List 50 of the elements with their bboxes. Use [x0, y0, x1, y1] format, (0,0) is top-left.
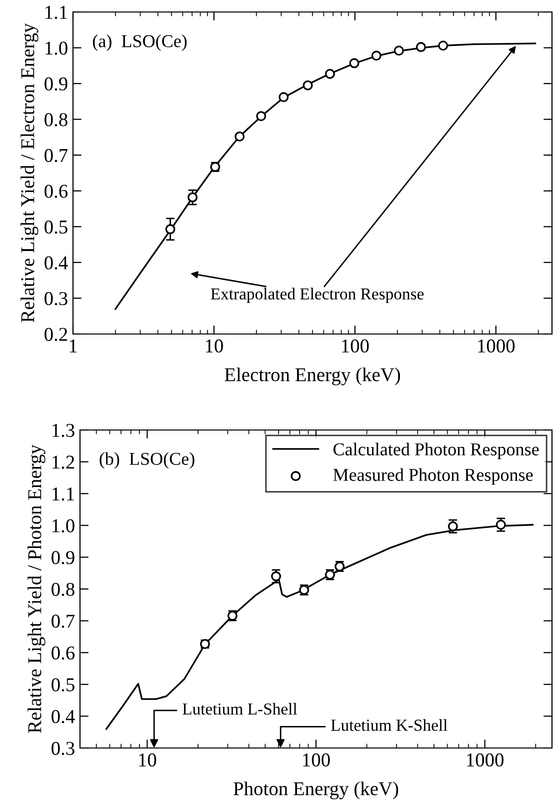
text: (a) LSO(Ce)	[92, 34, 187, 51]
x-tick-label: 100	[303, 753, 330, 767]
point	[256, 111, 266, 122]
annotation: Extrapolated Electron Response	[210, 288, 424, 303]
x-tick-label: 10	[139, 753, 156, 767]
y-tick-label: 1.0	[46, 42, 68, 55]
x-tick-label: 1000	[467, 753, 504, 767]
y-tick-label: 0.5	[44, 220, 68, 234]
y-tick-label: 0.9	[52, 551, 74, 564]
x-tick-label: 1000	[478, 339, 515, 353]
x-axis-title: Electron Energy (keV)	[224, 368, 400, 386]
point	[324, 68, 335, 79]
x-tick-label: 10	[206, 339, 223, 353]
y-tick-label: 0.4	[52, 710, 75, 724]
text: (b) LSO(Ce)	[100, 452, 194, 469]
y-tick-label: 0.7	[44, 148, 68, 162]
annotation: Lutetium K-Shell	[331, 719, 448, 731]
y-tick-label: 1.1	[46, 6, 67, 20]
y-tick-label: 0.4	[44, 256, 68, 270]
y-tick-label: 0.3	[44, 292, 68, 306]
point	[302, 80, 313, 90]
y-tick-label: 0.9	[44, 77, 68, 91]
annotation: Lutetium L-Shell	[182, 702, 298, 715]
point	[371, 50, 382, 61]
point	[234, 132, 245, 142]
y-tick-label: 0.3	[52, 742, 74, 756]
x-tick-label: 100	[342, 339, 369, 353]
y-tick-label: 1.2	[52, 456, 74, 469]
y-tick-label: 1.3	[52, 424, 74, 438]
y-tick-label: 0.6	[44, 184, 68, 198]
y-tick-label: 1.0	[52, 519, 74, 532]
point	[394, 46, 404, 56]
legend-label: Measured Photon Response	[333, 468, 533, 485]
y-tick-label: 0.8	[52, 582, 74, 596]
y-tick-label: 0.8	[44, 113, 68, 126]
x-axis-title: Photon Energy (keV)	[234, 782, 398, 800]
point	[165, 224, 176, 234]
y-tick-label: 0.2	[44, 328, 68, 342]
y-tick-label: 0.7	[52, 614, 75, 628]
y-tick-label: 1.1	[52, 488, 74, 501]
legend-label: Calculated Photon Response	[333, 442, 539, 460]
y-tick-label: 0.6	[52, 646, 75, 660]
point	[416, 42, 426, 52]
point	[438, 40, 448, 51]
y-axis-title: Relative Light Yield / Electron Energy	[20, 23, 38, 322]
y-axis-title: Relative Light Yield / Photon Energy	[28, 444, 46, 733]
x-tick-label: 1	[70, 340, 77, 352]
point	[278, 92, 289, 102]
y-tick-label: 0.5	[52, 678, 74, 692]
point	[188, 192, 198, 202]
